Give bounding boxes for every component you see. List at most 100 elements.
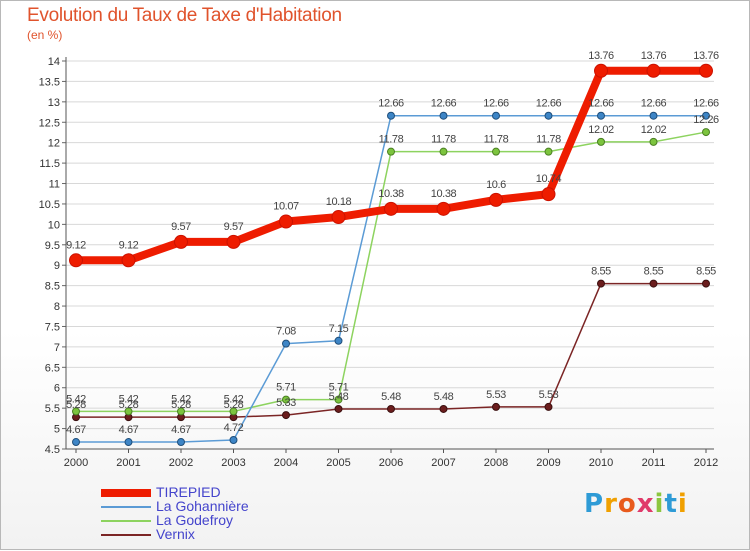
data-label-la-gohanniere: 4.67: [171, 424, 191, 436]
data-point-tirepied: [699, 63, 713, 78]
data-label-vernix: 5.33: [276, 397, 296, 409]
data-label-vernix: 5.53: [539, 389, 559, 401]
data-point-la-gohanniere: [72, 438, 80, 447]
data-label-tirepied: 10.38: [431, 188, 457, 200]
legend-label: TIREPIED: [156, 484, 221, 500]
y-tick-label: 7.5: [45, 321, 60, 333]
data-point-la-godefroy: [124, 407, 133, 416]
data-point-vernix: [439, 404, 448, 413]
data-label-la-gohanniere: 4.67: [119, 424, 139, 436]
legend-item-la-godefroy: La Godefroy: [101, 512, 361, 528]
data-label-tirepied: 9.57: [171, 221, 191, 233]
data-point-vernix: [702, 279, 710, 288]
data-point-tirepied: [594, 63, 608, 78]
logo-letter: i: [677, 489, 688, 519]
y-tick-label: 7: [54, 342, 60, 354]
data-label-la-gohanniere: 12.66: [536, 98, 562, 110]
data-point-la-godefroy: [544, 147, 553, 156]
data-point-tirepied: [279, 214, 293, 229]
legend-swatch: [101, 506, 151, 508]
data-point-vernix: [282, 411, 290, 420]
data-label-la-godefroy: 12.02: [641, 124, 667, 136]
x-tick-label: 2000: [64, 457, 88, 469]
data-label-tirepied: 13.76: [641, 50, 667, 62]
y-tick-label: 11: [49, 179, 60, 191]
data-label-la-godefroy: 5.71: [276, 382, 296, 394]
chart-title: Evolution du Taux de Taxe d'Habitation: [27, 5, 342, 26]
data-label-vernix: 8.55: [591, 266, 611, 278]
y-tick-label: 9.5: [45, 240, 60, 252]
data-point-la-gohanniere: [649, 111, 658, 120]
y-tick-label: 12.5: [39, 117, 60, 129]
data-label-tirepied: 13.76: [588, 50, 614, 62]
logo-letter: o: [617, 489, 637, 519]
data-label-tirepied: 10.18: [326, 196, 352, 208]
data-point-vernix: [544, 402, 553, 411]
data-point-tirepied: [541, 187, 556, 202]
data-point-tirepied: [489, 192, 503, 207]
data-label-vernix: 5.53: [486, 389, 506, 401]
y-tick-label: 12: [48, 138, 60, 150]
data-label-vernix: 5.28: [171, 399, 191, 411]
data-label-la-godefroy: 11.78: [379, 134, 404, 146]
logo-letter: t: [664, 489, 678, 519]
legend-swatch: [101, 520, 151, 522]
y-tick-label: 10.5: [39, 199, 60, 211]
data-label-tirepied: 10.07: [273, 201, 299, 213]
data-point-tirepied: [121, 253, 136, 268]
x-tick-label: 2006: [379, 457, 403, 469]
chart-unit-label: (en %): [27, 28, 63, 42]
x-tick-label: 2011: [642, 457, 666, 469]
data-point-vernix: [597, 279, 605, 288]
data-label-la-godefroy: 5.42: [119, 393, 139, 405]
data-label-la-gohanniere: 7.15: [329, 323, 349, 335]
data-point-tirepied: [384, 201, 398, 216]
data-point-vernix: [334, 404, 343, 413]
y-tick-label: 14: [48, 56, 60, 68]
x-tick-label: 2007: [431, 457, 455, 469]
logo-letter: r: [604, 489, 618, 519]
data-label-vernix: 5.28: [119, 399, 139, 411]
data-label-la-godefroy: 12.26: [693, 114, 719, 126]
data-label-vernix: 5.48: [381, 391, 401, 403]
x-tick-label: 2003: [221, 457, 245, 469]
data-point-la-gohanniere: [492, 111, 500, 120]
data-point-vernix: [492, 402, 500, 411]
data-label-la-gohanniere: 12.66: [378, 98, 404, 110]
data-label-vernix: 5.48: [329, 391, 349, 403]
data-point-la-gohanniere: [597, 111, 605, 120]
data-label-tirepied: 13.76: [693, 50, 719, 62]
data-label-tirepied: 10.74: [536, 173, 562, 185]
data-label-tirepied: 10.6: [486, 179, 506, 191]
data-point-la-gohanniere: [124, 438, 133, 447]
data-point-la-gohanniere: [439, 111, 448, 120]
data-point-tirepied: [436, 201, 451, 216]
y-tick-label: 4.5: [45, 444, 60, 456]
y-tick-label: 13.5: [39, 76, 60, 88]
data-point-la-godefroy: [229, 407, 238, 416]
data-label-vernix: 5.48: [434, 391, 454, 403]
data-point-la-gohanniere: [282, 339, 290, 348]
data-label-la-godefroy: 5.42: [224, 393, 244, 405]
data-point-la-godefroy: [439, 147, 448, 156]
data-label-vernix: 8.55: [696, 266, 716, 278]
data-point-la-gohanniere: [177, 438, 185, 447]
legend-item-la-gohanniere: La Gohannière: [101, 498, 361, 514]
data-label-vernix: 5.28: [224, 399, 244, 411]
data-label-la-godefroy: 5.71: [329, 382, 349, 394]
series-line-la-godefroy: [75, 131, 707, 413]
legend-label: La Gohannière: [156, 498, 249, 514]
data-point-tirepied: [331, 210, 346, 225]
data-label-la-godefroy: 11.78: [431, 134, 456, 146]
data-point-la-godefroy: [492, 147, 500, 156]
logo-letter: i: [654, 489, 665, 519]
data-point-la-gohanniere: [387, 111, 395, 120]
data-point-la-gohanniere: [544, 111, 553, 120]
y-tick-label: 11.5: [39, 158, 60, 170]
data-label-la-godefroy: 5.42: [66, 393, 86, 405]
legend-item-tirepied: TIREPIED: [101, 484, 361, 500]
data-label-tirepied: 9.12: [66, 239, 86, 251]
x-tick-label: 2008: [484, 457, 508, 469]
legend-label: Vernix: [156, 526, 195, 542]
